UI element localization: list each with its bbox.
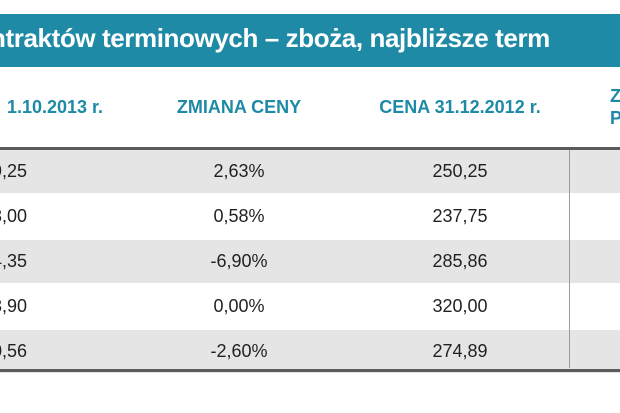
cell-current-price: 99,25 [0,161,28,181]
table-bottom-rule [0,369,620,372]
cell-price-change: -6,90% [210,251,268,271]
cell-current-price: 70,56 [0,341,28,361]
table-body: 99,25 2,63% 250,25 73,00 0,58% 237,75 54… [0,150,620,375]
cell-price-change: -2,60% [210,341,268,361]
cell-price-2012: 250,25 [432,161,488,181]
header-partial-line2: PO [609,108,620,128]
cell-price-2012: 274,89 [432,341,488,361]
header-partial-col: ZM PO [578,67,620,147]
table-title-bar: ntraktów terminowych – zboża, najbliższe… [0,14,620,67]
table-row: 73,00 0,58% 237,75 [0,195,620,240]
cell-price-2012: 320,00 [432,296,488,316]
header-price-change: ZMIANA CENY [176,96,302,117]
table-header: 1.10.2013 r. ZMIANA CENY CENA 31.12.2012… [0,67,620,150]
column-divider [569,150,570,368]
cell-current-price: 73,00 [0,206,28,226]
table-title: ntraktów terminowych – zboża, najbliższe… [0,23,550,53]
cell-current-price: 03,90 [0,296,28,316]
table-row: 99,25 2,63% 250,25 [0,150,620,195]
table-row: 03,90 0,00% 320,00 [0,285,620,330]
table-row: 54,35 -6,90% 285,86 [0,240,620,285]
cell-price-change: 0,00% [213,296,265,316]
cell-price-2012: 237,75 [432,206,488,226]
cell-current-price: 54,35 [0,251,28,271]
cell-price-change: 0,58% [213,206,265,226]
cell-price-2012: 285,86 [432,251,488,271]
header-date-col: 1.10.2013 r. [6,96,104,117]
header-partial-line1: ZM [610,86,620,106]
header-price-2012: CENA 31.12.2012 r. [379,96,541,117]
table-row: 70,56 -2,60% 274,89 [0,330,620,375]
cell-price-change: 2,63% [213,161,265,181]
